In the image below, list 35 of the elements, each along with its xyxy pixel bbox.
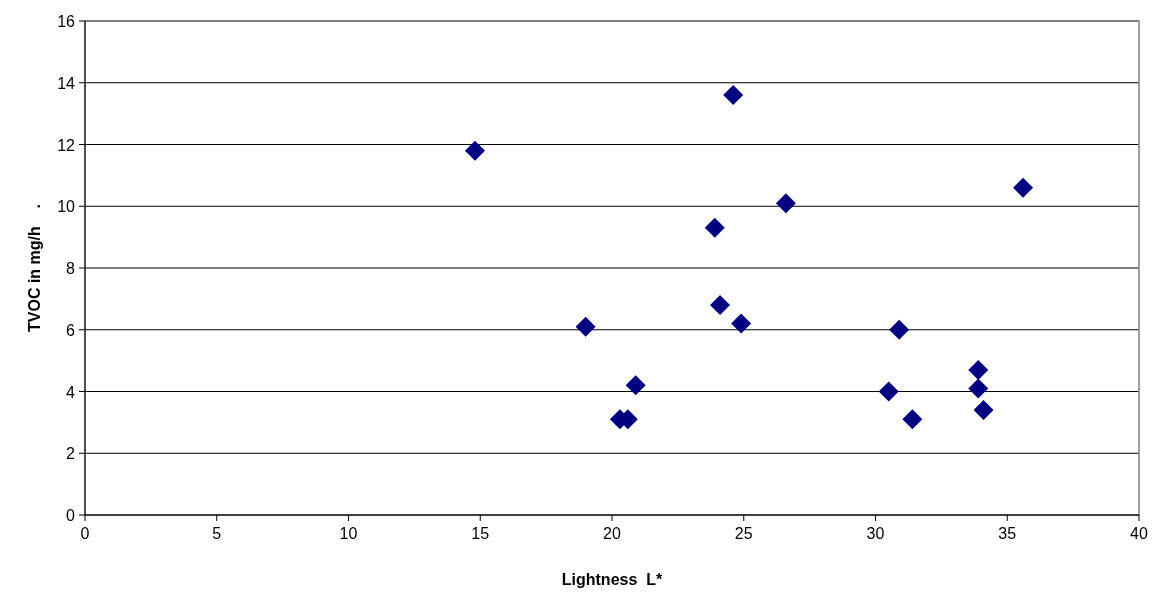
x-tick-label: 15 bbox=[471, 525, 490, 542]
y-tick-label: 12 bbox=[57, 136, 76, 154]
point bbox=[902, 409, 923, 430]
point bbox=[968, 359, 989, 380]
y-tick-label: 14 bbox=[57, 74, 76, 92]
x-tick-label: 0 bbox=[80, 525, 90, 542]
x-axis-title: Lightness L* bbox=[561, 571, 663, 588]
x-tick-label: 10 bbox=[339, 525, 358, 542]
x-tick-label: 25 bbox=[734, 525, 753, 542]
point bbox=[973, 400, 994, 421]
point bbox=[878, 381, 899, 402]
x-tick-label: 20 bbox=[603, 525, 621, 542]
point bbox=[710, 295, 731, 316]
point bbox=[731, 313, 752, 334]
y-tick-label: 8 bbox=[66, 260, 76, 277]
x-tick-label: 40 bbox=[1130, 525, 1148, 542]
point bbox=[464, 140, 485, 161]
point bbox=[775, 193, 796, 214]
x-tick-label: 5 bbox=[212, 525, 222, 542]
point bbox=[1013, 177, 1034, 198]
y-tick-label: 6 bbox=[66, 321, 76, 339]
y-tick-label: 16 bbox=[57, 13, 76, 30]
point bbox=[625, 375, 646, 396]
y-tick-label: 4 bbox=[66, 383, 76, 401]
y-tick-label: 10 bbox=[57, 198, 76, 216]
x-tick-label: 35 bbox=[998, 525, 1017, 542]
point bbox=[723, 85, 744, 106]
point bbox=[968, 378, 989, 399]
point bbox=[889, 319, 910, 340]
point bbox=[704, 217, 725, 238]
x-tick-label: 30 bbox=[866, 525, 885, 542]
y-tick-label: 2 bbox=[66, 445, 76, 463]
y-axis-title: TVOC in mg/h . bbox=[26, 204, 43, 332]
y-tick-label: 0 bbox=[66, 507, 76, 524]
point bbox=[575, 316, 596, 337]
